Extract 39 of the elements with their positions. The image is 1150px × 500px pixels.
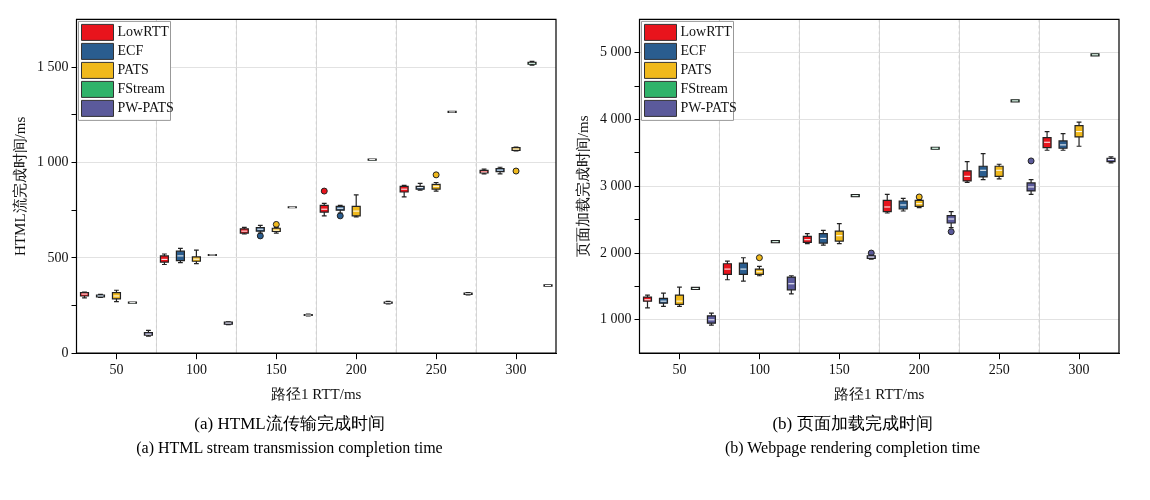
x-tick-label: 50 [109,362,124,378]
legend-label: FStream [680,81,729,97]
legend-label: ECF [680,43,707,59]
y-tick-label: 5 000 [600,44,632,60]
x-tick-label: 250 [425,362,447,378]
legend-label: FStream [117,81,166,97]
y-tick-label: 0 [61,344,69,360]
y-axis-title: 页面加载完成时间/ms [574,115,591,258]
y-tick-label: 3 000 [600,177,632,193]
x-tick-label: 50 [672,362,687,378]
y-tick-label: 2 000 [600,244,632,260]
text: (a) HTML流传输完成时间 [193,413,386,435]
legend-label: ECF [117,43,144,59]
y-tick-label: 1 000 [37,154,69,170]
legend-label: LowRTT [117,24,170,40]
x-axis-title: 路径1 RTT/ms [271,385,362,402]
y-axis-title: HTML流完成时间/ms [11,116,28,256]
legend-label: PW-PATS [117,100,174,116]
x-tick-label: 200 [345,362,367,378]
y-tick-label: 1 500 [37,58,69,74]
y-tick-label: 4 000 [600,111,632,127]
text: (b) Webpage rendering completion time [723,439,982,457]
x-tick-label: 250 [988,362,1010,378]
x-tick-label: 100 [185,362,207,378]
x-tick-label: 150 [828,362,850,378]
legend-label: LowRTT [680,24,733,40]
x-tick-label: 150 [265,362,287,378]
x-tick-label: 100 [748,362,770,378]
x-tick-label: 300 [505,362,527,378]
legend-label: PATS [680,62,712,78]
x-axis-title: 路径1 RTT/ms [834,385,925,402]
x-tick-label: 300 [1068,362,1090,378]
legend-label: PW-PATS [680,100,737,116]
x-tick-label: 200 [908,362,930,378]
text: (a) HTML stream transmission completion time [135,439,444,457]
y-tick-label: 500 [47,249,69,265]
y-tick-label: 1 000 [600,311,632,327]
legend-label: PATS [117,62,149,78]
text: (b) 页面加载完成时间 [771,413,934,435]
